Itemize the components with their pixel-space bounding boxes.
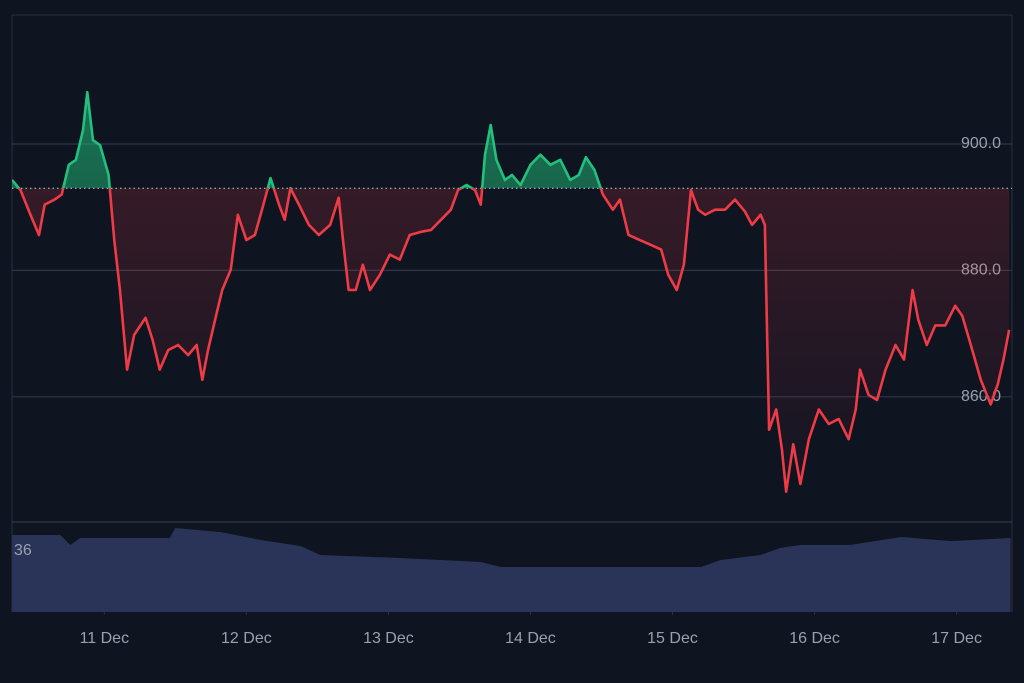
volume-label: 36 (14, 542, 32, 559)
x-tick-label: 12 Dec (221, 630, 272, 647)
price-line-below (17, 188, 1011, 493)
x-tick-label: 16 Dec (789, 630, 840, 647)
volume-area (12, 527, 1011, 612)
x-tick-label: 15 Dec (647, 630, 698, 647)
y-tick-label: 900.0 (961, 135, 1001, 152)
price-line-above (12, 90, 603, 189)
x-tick-label: 13 Dec (363, 630, 414, 647)
x-tick-label: 17 Dec (931, 630, 982, 647)
x-tick-label: 14 Dec (505, 630, 556, 647)
area-below (18, 188, 1010, 492)
x-tick-label: 11 Dec (80, 630, 130, 647)
